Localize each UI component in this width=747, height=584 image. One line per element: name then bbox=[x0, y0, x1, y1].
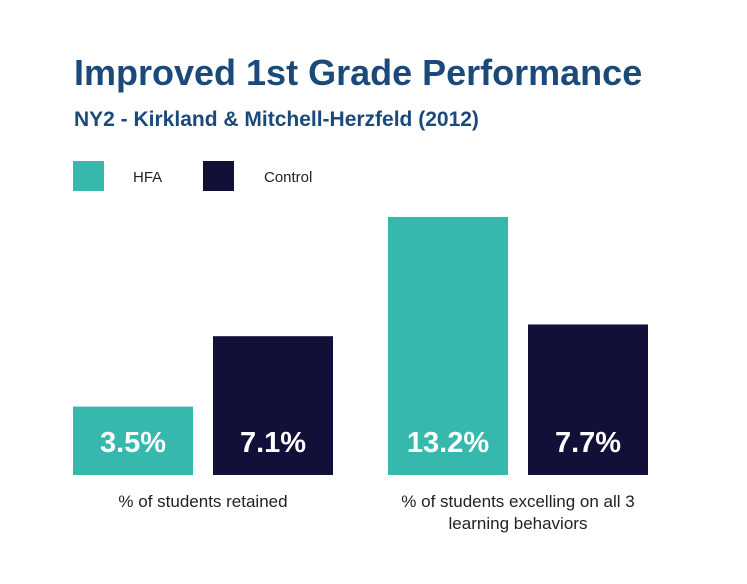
legend-label-control: Control bbox=[264, 169, 313, 186]
category-label-excelling: % of students excelling on all 3 learnin… bbox=[401, 492, 635, 533]
legend-swatch-control bbox=[203, 161, 234, 191]
legend-swatch-hfa bbox=[73, 161, 104, 191]
chart-title: Improved 1st Grade Performance bbox=[74, 52, 643, 93]
bar-control-0 bbox=[213, 336, 333, 475]
data-label-hfa-1: 13.2% bbox=[407, 427, 489, 459]
bar-hfa-0 bbox=[73, 406, 193, 475]
data-label-control-0: 7.1% bbox=[240, 427, 306, 459]
data-label-hfa-0: 3.5% bbox=[100, 427, 166, 459]
bar-control-1 bbox=[528, 324, 648, 475]
chart-subtitle: NY2 - Kirkland & Mitchell-Herzfeld (2012… bbox=[74, 108, 479, 131]
data-label-control-1: 7.7% bbox=[555, 427, 621, 459]
legend-label-hfa: HFA bbox=[133, 169, 163, 186]
category-label-retained: % of students retained bbox=[118, 492, 288, 511]
bar-hfa-1 bbox=[388, 216, 508, 475]
